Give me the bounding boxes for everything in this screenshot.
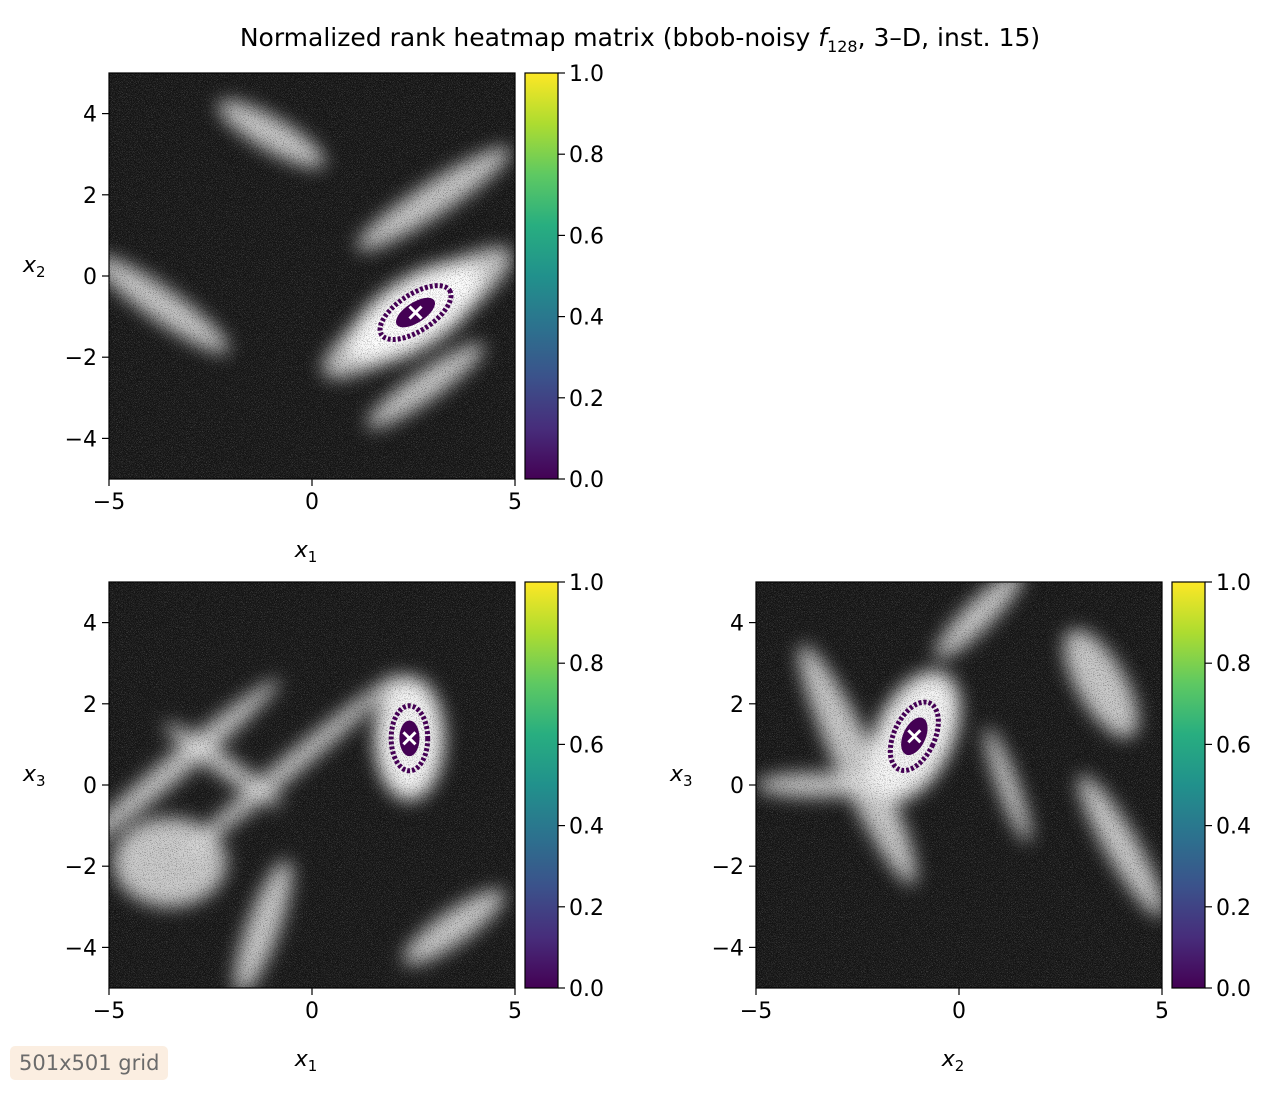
- colorbar: 0.0 0.2 0.4 0.6 0.8 1.0: [524, 62, 604, 493]
- x-tick-label: 0: [952, 999, 966, 1024]
- x-tick-label: 0: [305, 999, 319, 1024]
- y-axis-label: x3: [22, 762, 46, 790]
- colorbar-tick-label: 0.8: [569, 652, 604, 677]
- colorbar-tick-label: 1.0: [569, 62, 604, 87]
- x-axis-label: x1: [294, 1047, 318, 1075]
- heatmap-panel-x1-x2: −5 0 5 −4 −2 0 2 4 x1 x2 0.0 0.2 0.4 0.6 0.8 1.0: [22, 62, 604, 566]
- colorbar-tick-label: 0.2: [569, 387, 604, 412]
- colorbar-tick-label: 1.0: [569, 571, 604, 596]
- colorbar-tick-label: 0.0: [569, 468, 604, 493]
- y-tick-label: 2: [730, 693, 744, 718]
- heatmap-panel-x1-x3: −5 0 5 −4 −2 0 2 4 x1 x3 0.0 0.2 0.4 0.6 0.8 1.0: [22, 571, 604, 1075]
- heatmap-image: [109, 582, 515, 988]
- x-tick-label: −5: [740, 999, 772, 1024]
- x-tick-label: 0: [305, 490, 319, 515]
- y-tick-label: 4: [83, 612, 97, 637]
- x-axis-label: x2: [941, 1047, 965, 1075]
- colorbar: 0.0 0.2 0.4 0.6 0.8 1.0: [524, 571, 604, 1002]
- y-tick-label: 0: [83, 774, 97, 799]
- minimum-ring: [887, 699, 941, 773]
- colorbar-gradient: [524, 72, 559, 480]
- y-tick-label: −2: [65, 346, 97, 371]
- x-tick-label: 5: [1155, 999, 1169, 1024]
- colorbar-tick-label: 0.6: [569, 224, 604, 249]
- y-tick-label: −4: [712, 936, 744, 961]
- y-tick-label: 0: [730, 774, 744, 799]
- heatmap-dark-speckle: [756, 582, 1162, 988]
- figure-title: Normalized rank heatmap matrix (bbob-noi…: [240, 23, 1040, 56]
- colorbar-tick-label: 0.6: [569, 733, 604, 758]
- colorbar-tick-label: 0.0: [569, 977, 604, 1002]
- minimum-marker: [907, 729, 922, 744]
- x-tick-label: −5: [93, 999, 125, 1024]
- x-tick-label: 5: [508, 999, 522, 1024]
- minimum-marker: [408, 305, 423, 320]
- colorbar-tick-label: 0.8: [569, 143, 604, 168]
- y-axis-label: x3: [669, 762, 693, 790]
- y-tick-label: 4: [730, 612, 744, 637]
- y-tick-label: −4: [65, 936, 97, 961]
- x-tick-label: 5: [508, 490, 522, 515]
- y-tick-label: 2: [83, 184, 97, 209]
- x-tick-label: −5: [93, 490, 125, 515]
- colorbar-tick-label: 0.2: [569, 896, 604, 921]
- minimum-ring: [388, 703, 431, 774]
- colorbar-tick-label: 0.4: [569, 306, 604, 331]
- grid-size-badge: 501x501 grid: [10, 1046, 169, 1080]
- colorbar-tick-label: 0.8: [1216, 652, 1251, 677]
- colorbar-tick-label: 0.0: [1216, 977, 1251, 1002]
- y-tick-label: −4: [65, 427, 97, 452]
- colorbar-tick-label: 0.2: [1216, 896, 1251, 921]
- colorbar-gradient: [1171, 581, 1206, 989]
- minimum-ring: [377, 283, 454, 342]
- heatmap-dark-speckle: [109, 582, 515, 988]
- colorbar-gradient: [524, 581, 559, 989]
- colorbar-tick-label: 0.4: [569, 815, 604, 840]
- y-tick-label: −2: [65, 855, 97, 880]
- y-tick-label: 2: [83, 693, 97, 718]
- colorbar-tick-label: 1.0: [1216, 571, 1251, 596]
- colorbar-tick-label: 0.4: [1216, 815, 1251, 840]
- heatmap-panel-x2-x3: −5 0 5 −4 −2 0 2 4 x2 x3 0.0 0.2 0.4 0.6 0.8 1.0: [669, 571, 1251, 1075]
- y-axis-label: x2: [22, 253, 46, 281]
- x-axis-label: x1: [294, 538, 318, 566]
- heatmap-image: [756, 582, 1162, 988]
- colorbar: 0.0 0.2 0.4 0.6 0.8 1.0: [1171, 571, 1251, 1002]
- y-tick-label: 0: [83, 265, 97, 290]
- y-tick-label: −2: [712, 855, 744, 880]
- colorbar-tick-label: 0.6: [1216, 733, 1251, 758]
- y-tick-label: 4: [83, 103, 97, 128]
- minimum-marker: [402, 731, 417, 746]
- heatmap-image: [109, 73, 515, 479]
- heatmap-dark-speckle: [109, 73, 515, 479]
